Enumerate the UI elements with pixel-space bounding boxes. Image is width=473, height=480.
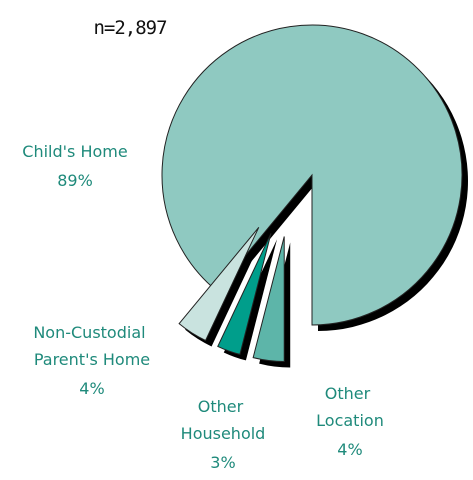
- slice: [178, 227, 260, 342]
- slice-label: Child's Home: [22, 142, 127, 161]
- value-label: 4%: [79, 379, 104, 398]
- slice: [252, 236, 285, 363]
- slice: [161, 24, 463, 326]
- value-label: 89%: [57, 171, 93, 190]
- slices: [161, 24, 463, 363]
- value-label: 3%: [210, 453, 235, 472]
- slice-label: Non-Custodial Parent's Home: [33, 323, 150, 369]
- slice: [217, 233, 272, 356]
- slice-label: Other Household: [181, 397, 266, 443]
- chart-subtitle: n=2,897: [93, 17, 167, 39]
- value-label: 4%: [337, 440, 362, 459]
- slice-label: Other Location: [316, 384, 384, 430]
